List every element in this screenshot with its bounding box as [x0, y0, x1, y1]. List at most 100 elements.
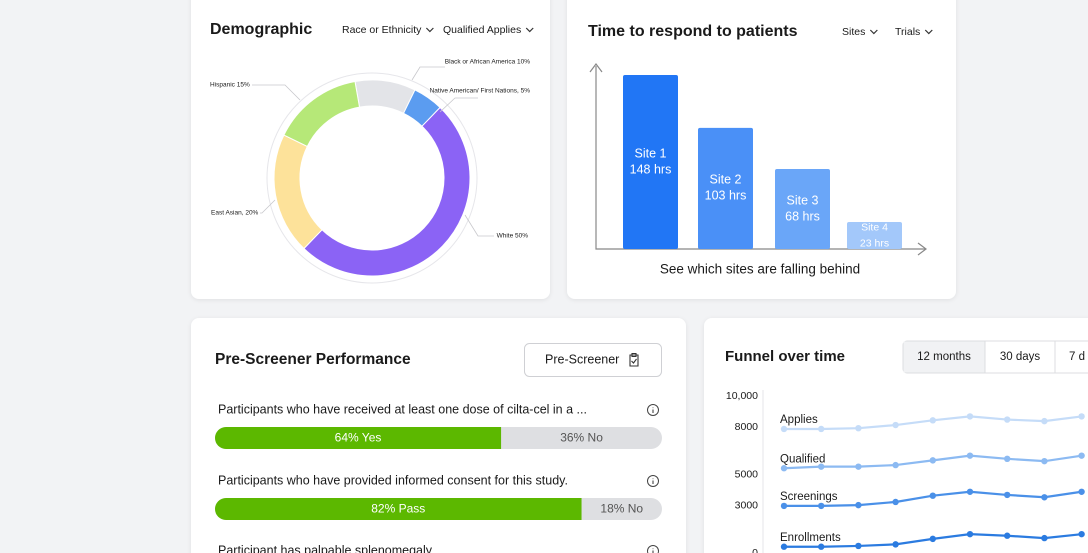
bar-label: 36% No [560, 431, 603, 445]
data-label: Black or African America 10% [445, 59, 530, 66]
series-point [1041, 457, 1048, 465]
series-point [1004, 491, 1011, 499]
series-point [966, 530, 974, 538]
info-icon[interactable] [647, 404, 659, 416]
chevron [425, 27, 434, 33]
data-label: Native American/ First Nations, 5% [430, 88, 531, 95]
leader-line [464, 214, 494, 237]
bar-label: Site 4 [861, 221, 888, 233]
data-label: 148 hrs [630, 162, 672, 176]
series-point [1078, 413, 1085, 420]
y-tick-label: 5000 [735, 468, 759, 480]
donut-slice [283, 80, 361, 148]
series-point [1078, 488, 1085, 495]
series-point [780, 502, 788, 510]
data-label: 23 hrs [860, 237, 889, 249]
bar [698, 127, 753, 249]
series-point [892, 421, 899, 429]
card-title: Pre-Screener Performance [215, 351, 411, 368]
bar-label: Site 2 [710, 173, 742, 187]
chart-title: Time to respond to patients [588, 23, 798, 40]
chevron [869, 29, 878, 35]
bar-label: 18% No [600, 502, 643, 516]
series-point [966, 413, 974, 420]
y-tick-label: 3000 [735, 500, 759, 512]
data-label: East Asian, 20% [211, 210, 259, 217]
series-point [1041, 534, 1048, 542]
bar [623, 75, 678, 249]
series-point [818, 463, 825, 470]
button[interactable] [524, 343, 662, 377]
series-point [818, 543, 825, 550]
series-point [818, 502, 825, 510]
chevron [924, 29, 933, 35]
series-point [892, 461, 899, 469]
bar-label: Site 3 [787, 193, 819, 207]
ring-outline [266, 72, 478, 284]
legend-label: Applies [780, 414, 818, 426]
caption: See which sites are falling behind [660, 262, 860, 277]
series-point [966, 452, 974, 459]
series-point [1004, 532, 1011, 539]
question: Participants who have received at least … [218, 402, 587, 416]
series-point [855, 424, 862, 432]
series-point [1041, 494, 1048, 501]
data-label: 68 hrs [785, 209, 820, 223]
leader-line [439, 97, 478, 113]
leader-line [252, 84, 301, 101]
series-point [1004, 416, 1011, 423]
bar-segment [215, 498, 582, 520]
tab[interactable]: 12 months [917, 351, 971, 363]
series-point [966, 488, 974, 495]
dropdown[interactable]: Race or Ethnicity [342, 24, 422, 36]
bar [775, 169, 830, 249]
series-point [892, 541, 899, 548]
dropdown[interactable]: Sites [842, 26, 865, 38]
series-point [780, 465, 788, 472]
leader-line [411, 66, 445, 81]
series-point [892, 498, 899, 506]
bar-segment [215, 427, 502, 449]
dropdown[interactable]: Qualified Applies [443, 24, 521, 36]
bar-label: 64% Yes [335, 431, 382, 445]
legend-label: Qualified [780, 453, 825, 465]
series-point [818, 425, 825, 433]
dropdown[interactable]: Trials [895, 26, 920, 38]
series-point [780, 425, 788, 433]
series-point [780, 543, 788, 550]
series-point [1078, 530, 1085, 538]
series-point [855, 542, 862, 550]
question: Participants who have provided informed … [218, 473, 568, 487]
legend-label: Screenings [780, 491, 838, 503]
data-label: Hispanic 15% [210, 82, 250, 89]
series-point [1004, 455, 1011, 462]
info-icon[interactable] [647, 545, 659, 553]
series-point [929, 492, 936, 499]
chart-title: Funnel over time [725, 348, 845, 365]
axis-arrow [589, 63, 927, 256]
chart-title: Demographic [210, 21, 312, 38]
y-tick-label: 0 [752, 547, 758, 553]
card [191, 0, 550, 299]
series-point [1078, 452, 1085, 459]
info-icon[interactable] [647, 475, 659, 487]
question: Participant has palpable splenomegaly [218, 543, 433, 553]
series-point [855, 501, 862, 509]
series-point [929, 417, 936, 424]
tab[interactable]: 30 days [1000, 351, 1041, 363]
series-point [855, 463, 862, 470]
chevron [525, 27, 534, 33]
tab-active [903, 341, 986, 373]
legend-label: Enrollments [780, 532, 841, 544]
data-label: 103 hrs [705, 189, 747, 203]
series-point [929, 535, 936, 543]
leader-line [260, 199, 276, 214]
y-tick-label: 8000 [735, 421, 759, 433]
tab[interactable]: 7 d [1069, 351, 1085, 363]
y-tick-label: 10,000 [726, 390, 758, 402]
button-label[interactable]: Pre-Screener [545, 352, 619, 366]
bar-label: Site 1 [635, 146, 667, 160]
series-point [1041, 417, 1048, 425]
